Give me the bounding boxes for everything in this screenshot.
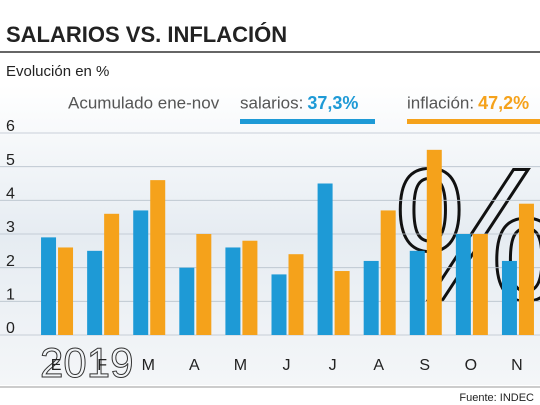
x-tick-label: N [511,357,523,374]
y-tick-label: 1 [6,287,15,304]
legend-title: Acumulado ene-nov [68,93,220,112]
x-tick-label: A [373,357,384,374]
x-tick-label: A [189,357,200,374]
bar [426,149,442,335]
bar [196,234,212,335]
bar [271,274,287,335]
x-tick-label: M [142,357,155,374]
y-tick-label: 4 [6,186,15,203]
y-tick-label: 2 [6,253,15,270]
bar [409,250,425,335]
y-tick-label: 0 [6,320,15,337]
bar [501,260,517,335]
legend-total: 47,2% [478,93,529,113]
x-tick-label: F [97,357,107,374]
bar [58,247,74,335]
y-tick-label: 5 [6,152,15,169]
x-tick-label: J [329,357,337,374]
x-tick-label: O [465,357,477,374]
bar [455,234,471,335]
bar [317,183,333,335]
year: 2019 [40,339,133,386]
bar [87,250,103,335]
bar [242,240,258,335]
bar [518,203,534,335]
bar [133,210,149,335]
bar [380,210,396,335]
legend-label: inflación: [407,93,474,112]
bar [150,180,166,335]
source: Fuente: INDEC [459,392,534,404]
bar [288,254,304,335]
bar [225,247,241,335]
bar [472,234,488,335]
x-tick-label: E [51,357,62,374]
subtitle: Evolución en % [6,63,109,80]
legend-label: salarios: [240,93,303,112]
legend-swatch [407,119,540,124]
bar [334,271,350,335]
chart-title: SALARIOS VS. INFLACIÓN [6,22,287,47]
x-tick-label: J [283,357,291,374]
bar [363,260,379,335]
legend-swatch [240,119,375,124]
x-tick-label: S [419,357,430,374]
y-tick-label: 3 [6,219,15,236]
bar [179,267,195,335]
bar [41,237,57,335]
legend-total: 37,3% [307,93,358,113]
x-tick-label: M [234,357,247,374]
bar [104,213,120,335]
y-tick-label: 6 [6,118,15,135]
